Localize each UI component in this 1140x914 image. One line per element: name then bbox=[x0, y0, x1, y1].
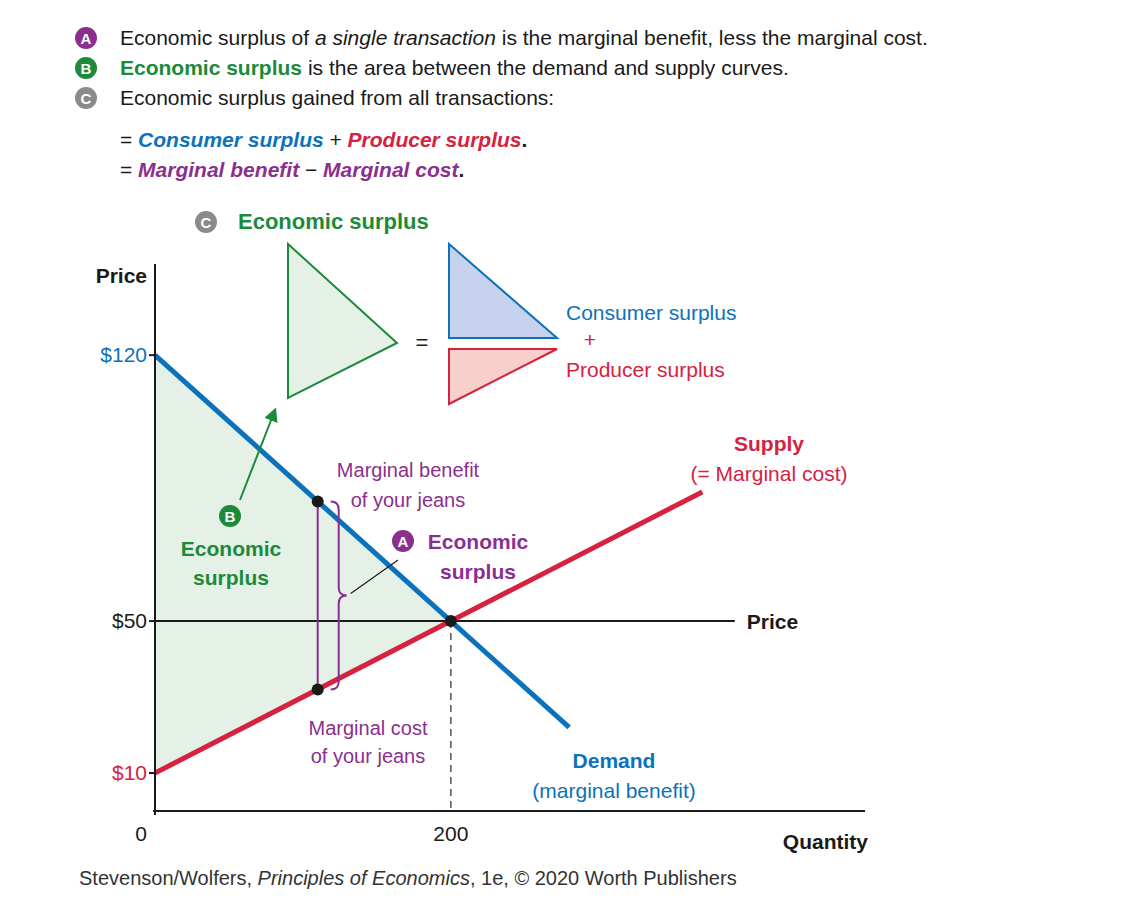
area-arrow bbox=[240, 410, 275, 500]
y-tick-label: $50 bbox=[112, 609, 147, 632]
y-tick bbox=[149, 772, 155, 774]
supply-curve bbox=[155, 492, 702, 773]
jeans-surplus-label: surplus bbox=[440, 560, 516, 583]
jeans-benefit-label: Marginal benefit bbox=[337, 459, 480, 481]
header-note: = Consumer surplus + Producer surplus. bbox=[120, 128, 527, 151]
text-span: Economic surplus bbox=[120, 56, 302, 79]
badge-circle bbox=[195, 211, 217, 233]
surplus-area bbox=[155, 355, 451, 773]
diagram-producer-label: Producer surplus bbox=[566, 358, 725, 381]
y-tick bbox=[149, 354, 155, 356]
badge-letter: B bbox=[225, 508, 236, 525]
badge-circle bbox=[392, 530, 414, 552]
x-axis bbox=[153, 810, 865, 812]
text-span: Stevenson/Wolfers, bbox=[79, 867, 258, 889]
demand-curve bbox=[155, 355, 569, 727]
jeans-cost-point bbox=[312, 683, 324, 695]
chart: A Economic surplus of a single transactio… bbox=[0, 0, 1140, 914]
equilibrium-point bbox=[445, 615, 457, 627]
badge-circle bbox=[219, 505, 241, 527]
diagram-consumer-label: Consumer surplus bbox=[566, 301, 736, 324]
text-span: a single transaction bbox=[315, 26, 496, 49]
text-span: Marginal cost bbox=[323, 158, 459, 181]
x-tick-label: 200 bbox=[433, 822, 468, 845]
jeans-benefit-label: of your jeans bbox=[351, 489, 466, 511]
header-note: Economic surplus gained from all transac… bbox=[120, 86, 554, 109]
price-line-label: Price bbox=[747, 610, 798, 633]
diagram-title: Economic surplus bbox=[238, 209, 429, 234]
legend-sublabel: (marginal benefit) bbox=[532, 779, 695, 802]
jeans-cost-label: Marginal cost bbox=[309, 717, 428, 739]
text-span: Consumer surplus bbox=[138, 128, 324, 151]
page: { "header": { "notes": [ {"badge": "A", … bbox=[0, 0, 1140, 914]
jeans-benefit-point bbox=[312, 495, 324, 507]
area-label: surplus bbox=[193, 566, 269, 589]
y-axis bbox=[154, 264, 156, 815]
y-tick bbox=[149, 620, 155, 622]
y-axis-label: Price bbox=[96, 264, 147, 287]
text-span: = bbox=[120, 128, 138, 151]
text-span: Marginal benefit bbox=[138, 158, 300, 181]
equilibrium-dropline bbox=[450, 621, 452, 811]
text-span: Principles of Economics bbox=[258, 867, 470, 889]
badge-letter: C bbox=[201, 214, 212, 231]
text-span: is the area between the demand and suppl… bbox=[302, 56, 789, 79]
badge-letter: A bbox=[81, 30, 92, 47]
header-note: = Marginal benefit − Marginal cost. bbox=[120, 158, 464, 181]
legend-label: Supply bbox=[734, 432, 804, 455]
leader-line bbox=[351, 560, 398, 593]
y-tick-label: $10 bbox=[112, 761, 147, 784]
diagram-surplus-triangle bbox=[288, 244, 397, 398]
footer: Stevenson/Wolfers, Principles of Economi… bbox=[79, 867, 737, 889]
jeans-cost-label: of your jeans bbox=[311, 745, 426, 767]
text-span: . bbox=[458, 158, 464, 181]
header-note: Economic surplus of a single transaction… bbox=[120, 26, 928, 49]
x-tick-label: 0 bbox=[135, 822, 147, 845]
brace bbox=[331, 501, 347, 689]
badge-letter: A bbox=[398, 533, 409, 550]
badge-circle bbox=[75, 27, 97, 49]
jeans-surplus-label: Economic bbox=[428, 530, 529, 553]
plot-area bbox=[155, 355, 735, 811]
area-label: Economic bbox=[181, 537, 282, 560]
jeans-surplus-line bbox=[317, 501, 319, 689]
diagram-equals: = bbox=[416, 330, 429, 355]
text-span: Economic surplus of bbox=[120, 26, 315, 49]
text-span: is the marginal benefit, less the margin… bbox=[496, 26, 928, 49]
header-note: Economic surplus is the area between the… bbox=[120, 56, 789, 79]
text-span: = bbox=[120, 158, 138, 181]
badge-circle bbox=[75, 57, 97, 79]
text-span: Economic surplus gained from all transac… bbox=[120, 86, 554, 109]
text-span: − bbox=[299, 158, 323, 181]
y-tick-label: $120 bbox=[100, 343, 147, 366]
x-axis-label: Quantity bbox=[783, 830, 868, 853]
diagram-plus: + bbox=[584, 328, 596, 351]
diagram-consumer-triangle bbox=[449, 244, 557, 338]
background bbox=[0, 0, 1140, 914]
badge-letter: C bbox=[81, 90, 92, 107]
badge-circle bbox=[75, 87, 97, 109]
text-span: + bbox=[324, 128, 348, 151]
legend-label: Demand bbox=[573, 749, 656, 772]
text-span: . bbox=[521, 128, 527, 151]
text-span: , 1e, © 2020 Worth Publishers bbox=[470, 867, 737, 889]
diagram-producer-triangle bbox=[449, 349, 557, 404]
badge-letter: B bbox=[81, 60, 92, 77]
legend-sublabel: (= Marginal cost) bbox=[691, 462, 848, 485]
text-span: Producer surplus bbox=[348, 128, 522, 151]
